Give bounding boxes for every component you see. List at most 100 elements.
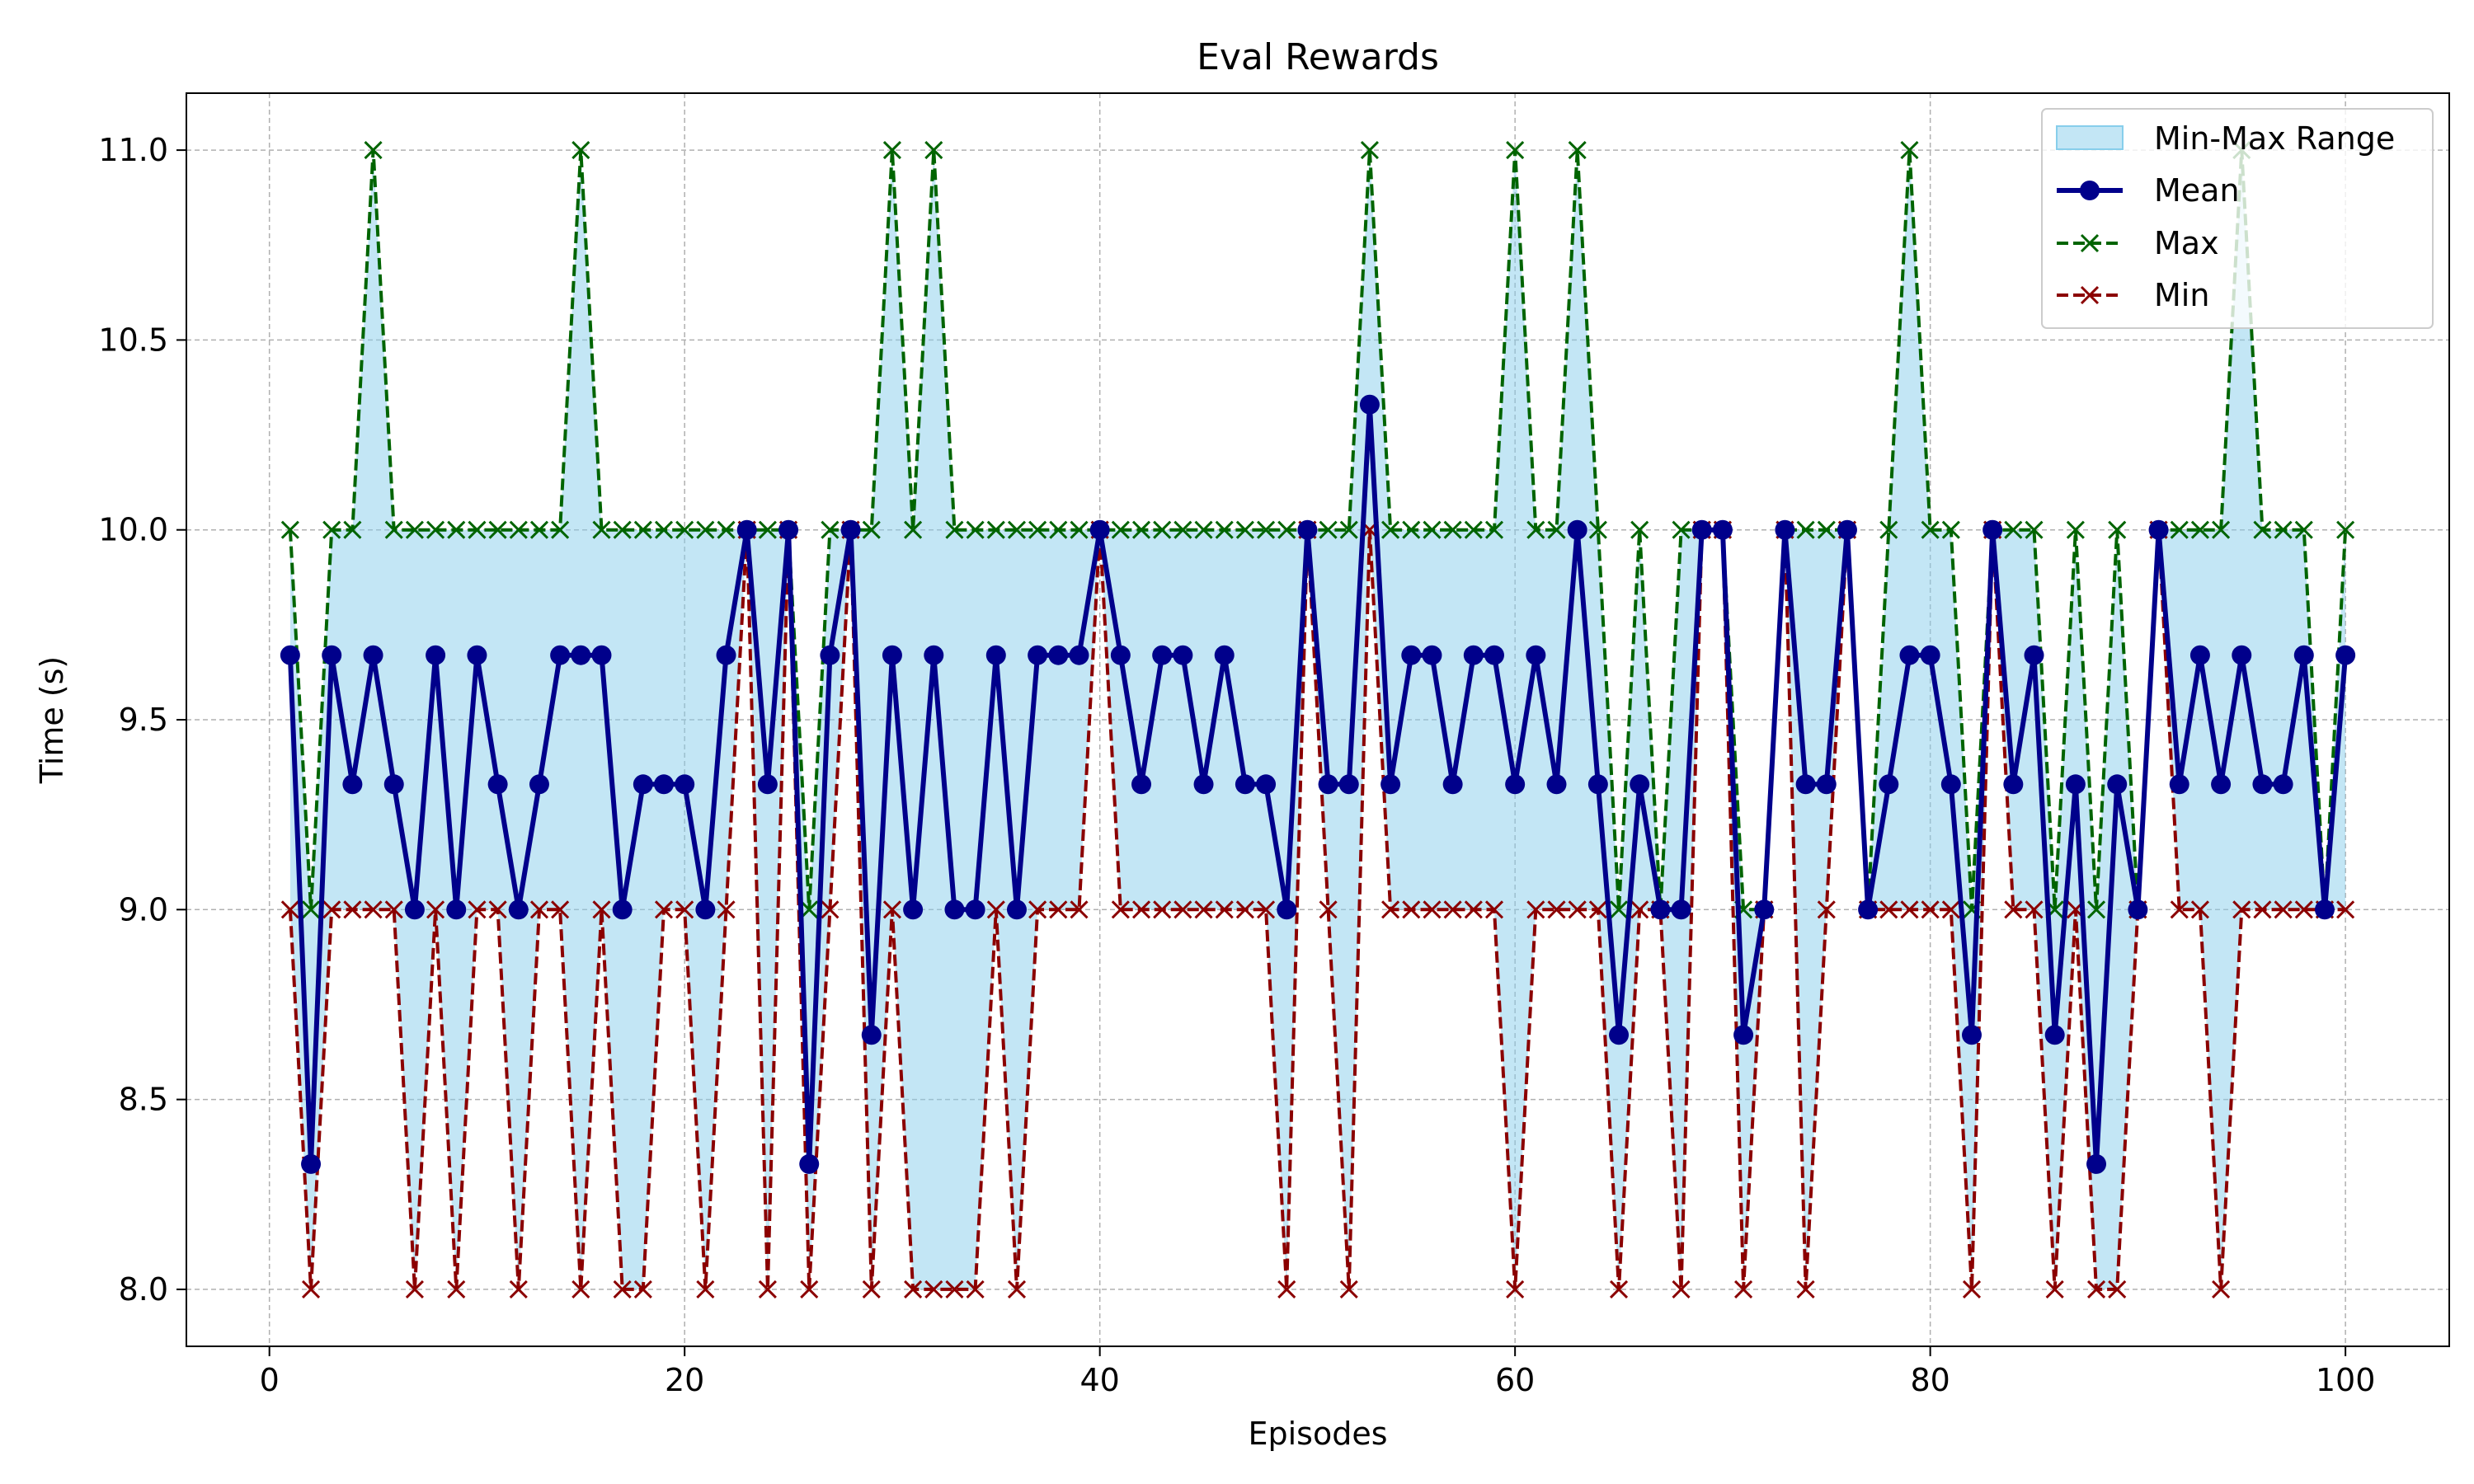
max-point [717,520,736,539]
mean-point [2107,774,2128,795]
mean-point [1712,519,1733,540]
mean-point [1214,645,1235,665]
mean-point [944,899,965,920]
mean-point [1277,899,1297,920]
max-point [551,520,570,539]
mean-point [529,774,549,795]
max-point [509,520,528,539]
max-point [1402,520,1421,539]
max-point [529,520,549,539]
max-point [2108,520,2127,539]
max-point [1443,520,1462,539]
mean-point [1650,899,1671,920]
mean-point [695,899,716,920]
min-point [384,900,403,919]
max-point [696,520,715,539]
min-point [468,900,487,919]
min-point [1796,1280,1815,1298]
max-point [1484,520,1504,539]
min-point [2212,1280,2231,1298]
mean-point [736,519,757,540]
min-point [488,900,507,919]
mean-point [654,774,675,795]
min-point [1630,900,1649,919]
max-series-line [288,148,2348,912]
max-point [1339,520,1358,539]
x-axis-label: Episodes [1248,1416,1387,1452]
min-point [1734,1280,1753,1298]
mean-point [2189,645,2210,665]
max-point [1381,520,1400,539]
min-point [1817,900,1836,919]
max-point [1941,520,1960,539]
mean-point [757,774,778,795]
min-point [821,900,840,919]
max-point [1111,520,1130,539]
max-point [633,520,652,539]
mean-point [2314,899,2335,920]
mean-point [1691,519,1712,540]
max-point [1215,520,1234,539]
y-axis: 8.0 8.5 9.0 9.5 10.0 10.5 11.0 [98,132,186,1308]
min-point [1174,900,1192,919]
mean-point [1961,1025,1982,1045]
mean-point [903,899,924,920]
min-point [1319,900,1338,919]
mean-point [1338,774,1359,795]
min-point [1277,1280,1296,1298]
mean-point [1858,899,1879,920]
max-point [322,520,341,539]
max-point [862,520,881,539]
mean-point [363,645,383,665]
max-point [1049,520,1068,539]
legend-marker-mean [2080,181,2100,200]
min-point [426,900,445,919]
mean-point [571,645,591,665]
max-point [571,141,590,160]
mean-point [1401,645,1422,665]
y-tick-label: 10.0 [98,512,168,548]
min-point [571,1280,590,1298]
mean-point [1380,774,1401,795]
mean-point [342,774,363,795]
min-point [1028,900,1047,919]
min-point [945,1280,964,1298]
max-point [2274,520,2293,539]
y-tick-label: 10.5 [98,322,168,358]
min-point [343,900,362,919]
mean-point [1982,519,2003,540]
min-point [1672,1280,1691,1298]
min-point [1921,900,1940,919]
max-point [1672,520,1691,539]
max-point [613,520,632,539]
mean-point [1837,519,1857,540]
mean-point [1006,899,1027,920]
min-point [1484,900,1504,919]
mean-point [799,1153,820,1174]
min-point [1402,900,1421,919]
max-point [945,520,964,539]
min-point [1506,1280,1525,1298]
min-point [1443,900,1462,919]
mean-point [301,1153,322,1174]
mean-point [1463,645,1484,665]
min-point [322,900,341,919]
min-point [1215,900,1234,919]
legend-label-max: Max [2154,225,2219,261]
mean-point [1899,645,1920,665]
min-point [405,1280,424,1298]
min-point [675,900,694,919]
min-point [1568,900,1587,919]
max-point [384,520,403,539]
max-point [675,520,694,539]
x-tick-label: 40 [1079,1362,1119,1398]
min-point [2253,900,2272,919]
mean-point [1567,519,1587,540]
legend-box [2041,108,2434,329]
min-point [966,1280,985,1298]
mean-point [2086,1153,2107,1174]
min-point [1256,900,1276,919]
mean-point [924,645,944,665]
min-point [904,1280,923,1298]
x-tick-label: 80 [1910,1362,1950,1398]
